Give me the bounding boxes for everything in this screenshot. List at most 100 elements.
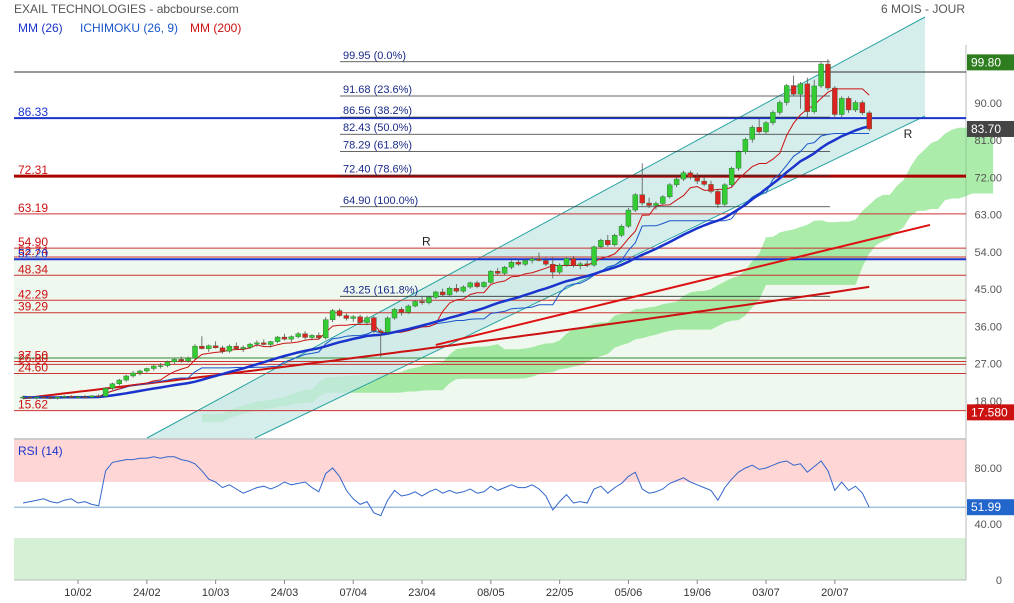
level-label: 39.29 <box>18 300 48 314</box>
candle-body <box>625 209 632 227</box>
candle-body <box>350 316 356 319</box>
candle-body <box>192 345 198 359</box>
candle-body <box>89 395 95 398</box>
candle <box>405 304 411 314</box>
candle-body <box>157 365 164 367</box>
fibo-label: 82.43 (50.0%) <box>343 122 412 134</box>
candle <box>398 307 405 316</box>
candle <box>852 100 859 113</box>
candle-body <box>680 172 687 180</box>
period-label: 6 MOIS - JOUR <box>881 2 965 16</box>
candle <box>206 344 212 352</box>
candle <box>756 119 762 134</box>
candle <box>797 81 804 109</box>
candle-body <box>226 345 233 352</box>
low-price-badge: 17.580 <box>971 405 1008 419</box>
candle <box>426 296 432 305</box>
candle-body <box>82 396 88 398</box>
candle-body <box>439 291 446 296</box>
candle-body <box>756 127 762 133</box>
candle-body <box>274 336 281 342</box>
rsi-legend: RSI (14) <box>18 444 63 458</box>
candle-body <box>832 87 838 115</box>
candle-body <box>267 341 274 345</box>
candle-body <box>460 286 467 292</box>
rsi-overbought-zone <box>14 440 966 482</box>
candle-body <box>130 372 136 377</box>
price-tick-label: 54.00 <box>974 247 1002 259</box>
candle-body <box>116 379 123 385</box>
candle <box>157 363 164 369</box>
candle <box>832 85 838 119</box>
candle-body <box>839 98 845 115</box>
candle-body <box>398 309 405 313</box>
candle <box>673 176 680 188</box>
candle-body <box>357 316 363 323</box>
candle <box>412 300 418 308</box>
level-label: 72.31 <box>18 163 48 177</box>
candle-body <box>75 396 81 398</box>
candle <box>302 331 308 340</box>
candle <box>240 345 246 352</box>
fibo-label: 72.40 (78.6%) <box>343 164 412 176</box>
candle <box>391 308 398 320</box>
x-tick-label: 10/02 <box>64 587 92 599</box>
top-price-badge: 99.80 <box>971 55 1001 69</box>
candle-body <box>646 202 652 206</box>
candle-body <box>109 383 116 389</box>
chart-title: EXAIL TECHNOLOGIES - abcbourse.com <box>14 2 239 16</box>
candle <box>123 374 129 382</box>
candle-body <box>570 258 577 266</box>
candle-body <box>481 282 487 287</box>
candle <box>825 59 831 91</box>
fibo-label: 64.90 (100.0%) <box>343 195 418 207</box>
x-tick-label: 20/07 <box>821 587 849 599</box>
candle-body <box>309 335 315 338</box>
candle <box>343 313 350 321</box>
candle-body <box>522 260 528 265</box>
candle-body <box>770 112 776 123</box>
candle-body <box>261 342 267 345</box>
candle <box>212 341 219 349</box>
candle-body <box>543 260 549 265</box>
candle <box>61 395 67 399</box>
candle <box>185 356 191 363</box>
candle <box>598 238 604 249</box>
candle-body <box>777 102 783 113</box>
candle-body <box>426 297 432 303</box>
candle-body <box>343 315 350 319</box>
candle-body <box>47 397 54 399</box>
candle <box>439 288 446 297</box>
candle <box>680 170 687 182</box>
candle <box>611 233 618 247</box>
price-tick-label: 81.00 <box>974 135 1002 147</box>
candle-body <box>95 395 102 398</box>
candle <box>247 342 253 350</box>
candle <box>254 340 260 347</box>
candle <box>219 345 226 354</box>
candle <box>144 367 150 373</box>
candle <box>584 260 590 268</box>
candle <box>95 394 102 398</box>
candle-body <box>550 264 556 273</box>
candle <box>446 286 453 297</box>
candle-body <box>233 345 239 349</box>
candle <box>625 207 632 228</box>
candle-body <box>577 263 583 266</box>
candle-body <box>123 375 129 381</box>
candle-body <box>34 396 40 399</box>
rsi-tick-label: 80.00 <box>974 463 1002 475</box>
candle <box>371 315 377 334</box>
level-label: 15.62 <box>18 398 48 412</box>
candle-body <box>384 317 391 333</box>
candle-body <box>660 196 666 204</box>
candle <box>316 332 322 340</box>
candle <box>845 96 852 113</box>
candle <box>89 395 95 399</box>
price-tick-label: 72.00 <box>974 172 1002 184</box>
candle-body <box>536 258 542 261</box>
candle <box>68 394 74 398</box>
fibo-label: 99.95 (0.0%) <box>343 50 406 62</box>
candle-body <box>102 388 109 397</box>
